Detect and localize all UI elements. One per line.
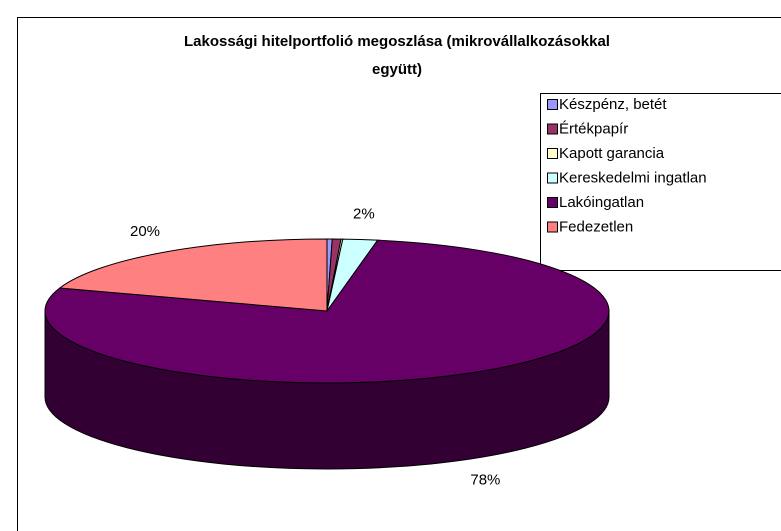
legend-label: Fedezetlen: [559, 218, 633, 235]
data-label: 20%: [130, 223, 160, 240]
pie-slice: [44, 239, 610, 384]
legend-swatch: [547, 221, 558, 233]
legend: [540, 93, 781, 271]
data-label: 78%: [470, 472, 500, 489]
pie-slice: [58, 238, 328, 312]
legend-label: Lakóingatlan: [559, 194, 644, 211]
legend-swatch: [547, 197, 558, 208]
legend-swatch: [547, 148, 558, 159]
data-label: 2%: [353, 206, 375, 223]
legend-label: Kereskedelmi ingatlan: [559, 169, 707, 186]
legend-swatch: [547, 123, 558, 135]
legend-label: Kapott garancia: [559, 145, 665, 162]
legend-label: Készpénz, betét: [559, 96, 667, 113]
legend-swatch: [547, 172, 558, 184]
chart-title: Lakossági hitelportfolió megoszlása (mik…: [184, 33, 610, 50]
legend-swatch: [547, 99, 558, 110]
chart-title: együtt): [372, 61, 422, 78]
legend-label: Értékpapír: [559, 120, 628, 137]
